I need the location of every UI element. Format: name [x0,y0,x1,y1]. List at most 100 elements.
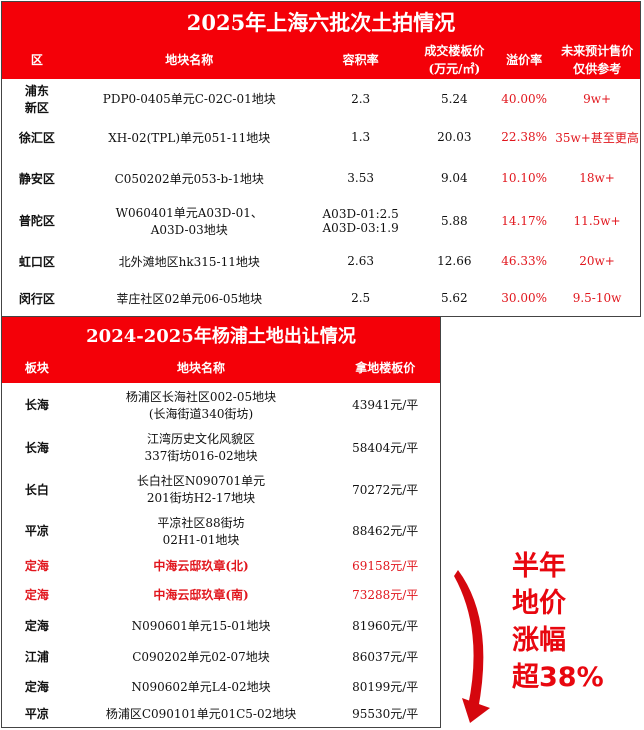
table-cell: 20w+ [579,254,615,268]
table-cell: 闵行区 [18,291,55,306]
table-row: 平凉 杨浦区C090101单元01C5-02地块 95530元/平 [2,701,441,727]
table-row: 定海 中海云邸玖章(南) 73288元/平 [2,579,441,609]
table-cell: 70272元/平 [352,482,419,497]
table-cell: 莘庄社区02单元06-05地块 [116,291,263,306]
table-row: 长海 江湾历史文化风貌区 337街坊016-02地块 58404元/平 [2,426,441,468]
table-row: 江浦 C090202单元02-07地块 86037元/平 [2,641,441,671]
shanghai-land-auction-table: 2025年上海六批次土拍情况 区地块名称 容积率 成交楼板价 (万元/㎡) 溢价率 未来… [1,1,641,317]
table-cell: 30.00% [501,291,548,306]
column-header: 溢价率 [494,41,555,79]
annotation-line: 涨幅 [512,625,566,656]
table-row: 徐汇区 XH-02(TPL)单元051-11地块 1.3 20.03 22.38% 35w… [2,118,641,156]
table-cell: 定海 [24,558,49,573]
column-header: 区 [1,41,72,79]
yangpu-land-table: 2024-2025年杨浦土地出让情况 板块 地块名称 拿地楼板价 长海 杨浦区长海社区… [1,316,441,728]
table-cell: 40.00% [501,91,548,106]
table-cell: N090602单元L4-02地块 [131,679,271,694]
table-cell: 北外滩地区hk315-11地块 [118,254,260,269]
table-cell: 2.63 [347,254,374,268]
table-row: 平凉 平凉社区88街坊 02H1-01地块 88462元/平 [2,510,441,551]
table-cell: 80199元/平 [352,679,419,694]
table-cell: 浦东 新区 [24,83,49,115]
table-cell: 18w+ [579,171,615,185]
table-cell: 长海 [24,440,49,455]
table-cell: 定海 [24,679,49,694]
table-cell: N090601单元15-01地块 [131,618,271,633]
column-header: 地块名称 [71,41,307,79]
column-header: 板块 [1,353,72,383]
table-row: 定海 N090601单元15-01地块 81960元/平 [2,609,441,641]
curved-arrow-down-icon [454,570,490,723]
column-header: 成交楼板价 (万元/㎡) [414,41,495,79]
table-title: 2024-2025年杨浦土地出让情况 [1,316,441,353]
table-cell: 43941元/平 [352,398,419,412]
table-cell: 静安区 [18,171,55,186]
table-cell: 10.10% [501,171,548,185]
table-cell: 2.5 [351,291,371,306]
table-cell: PDP0-0405单元C-02C-01地块 [102,92,276,106]
table-cell: A03D-01:2.5 A03D-03:1.9 [322,206,399,235]
table-title: 2025年上海六批次土拍情况 [1,1,641,41]
table-cell: 平凉 [24,524,49,538]
table-cell: 长白社区N090701单元 201街坊H2-17地块 [136,474,266,505]
table-cell: 9.04 [440,171,468,185]
table-cell: 长白 [24,482,49,497]
column-header: 地块名称 [71,353,331,383]
table-cell: 长海 [24,398,49,412]
table-cell: 95530元/平 [352,707,419,722]
table-row: 闵行区 莘庄社区02单元06-05地块 2.5 5.62 30.00% 9.5-10w [2,281,641,316]
table-cell: 88462元/平 [352,524,419,538]
table-row: 浦东 新区 PDP0-0405单元C-02C-01地块 2.3 5.24 40.00% 9… [2,79,641,118]
column-header: 拿地楼板价 [330,353,441,383]
annotation-line: 半年 [512,551,566,582]
table-cell: 86037元/平 [352,649,419,664]
table-cell: 11.5w+ [573,213,621,228]
table-cell: 9.5-10w [572,291,622,306]
annotation-line: 地价 [512,588,566,619]
table-cell: 3.53 [347,171,374,185]
table-cell: 江浦 [24,649,49,664]
column-header: 未来预计售价 仅供参考 [554,41,641,79]
table-cell: 5.88 [440,213,468,228]
table-cell: 中海云邸玖章(南) [153,587,249,602]
table-cell: 81960元/平 [352,618,419,633]
column-header: 容积率 [306,41,415,79]
table-cell: 35w+甚至更高 [555,130,639,145]
annotation: 半年 地价 涨幅 超38% [512,548,604,696]
table-cell: 杨浦区C090101单元01C5-02地块 [105,707,297,722]
table-cell: 虹口区 [18,254,55,269]
table-cell: 22.38% [501,130,548,144]
annotation-line: 超38% [512,662,604,693]
table-cell: 普陀区 [18,214,55,228]
table-row: 虹口区 北外滩地区hk315-11地块 2.63 12.66 46.33% 20w+ [2,241,641,281]
table-cell: C090202单元02-07地块 [132,649,270,664]
table-cell: 徐汇区 [18,130,55,145]
table-cell: 12.66 [437,254,472,268]
table-cell: 58404元/平 [352,440,419,455]
table-cell: 5.24 [440,91,468,106]
table-cell: 14.17% [501,213,548,228]
table-cell: 73288元/平 [352,587,419,602]
table-cell: 5.62 [440,291,468,306]
table-cell: 20.03 [437,130,472,144]
table-cell: 平凉社区88街坊 02H1-01地块 [157,515,245,547]
table-cell: 9w+ [583,91,612,106]
table-cell: W060401单元A03D-01、 A03D-03地块 [115,205,263,237]
table-cell: 中海云邸玖章(北) [153,558,249,573]
table-row: 长海 杨浦区长海社区002-05地块 (长海街道340街坊) 43941元/平 [2,383,441,426]
table-cell: XH-02(TPL)单元051-11地块 [108,130,271,145]
table-cell: 定海 [24,587,49,602]
table-cell: 69158元/平 [352,558,419,573]
table-row: 普陀区 W060401单元A03D-01、 A03D-03地块 A03D-01:2.… [2,200,641,241]
table-cell: 2.3 [351,91,371,106]
table-cell: 杨浦区长海社区002-05地块 (长海街道340街坊) [125,389,277,421]
table-cell: 平凉 [24,707,49,722]
table-row: 长白 长白社区N090701单元 201街坊H2-17地块 70272元/平 [2,468,441,510]
table-cell: 46.33% [501,254,548,268]
table-row: 定海 中海云邸玖章(北) 69158元/平 [2,551,441,579]
table-row: 静安区 C050202单元053-b-1地块 3.53 9.04 10.10% 18w+ [2,156,641,200]
table-cell: 定海 [24,618,49,633]
table-cell: 1.3 [351,130,371,144]
table-cell: C050202单元053-b-1地块 [114,171,264,186]
table-row: 定海 N090602单元L4-02地块 80199元/平 [2,671,441,701]
